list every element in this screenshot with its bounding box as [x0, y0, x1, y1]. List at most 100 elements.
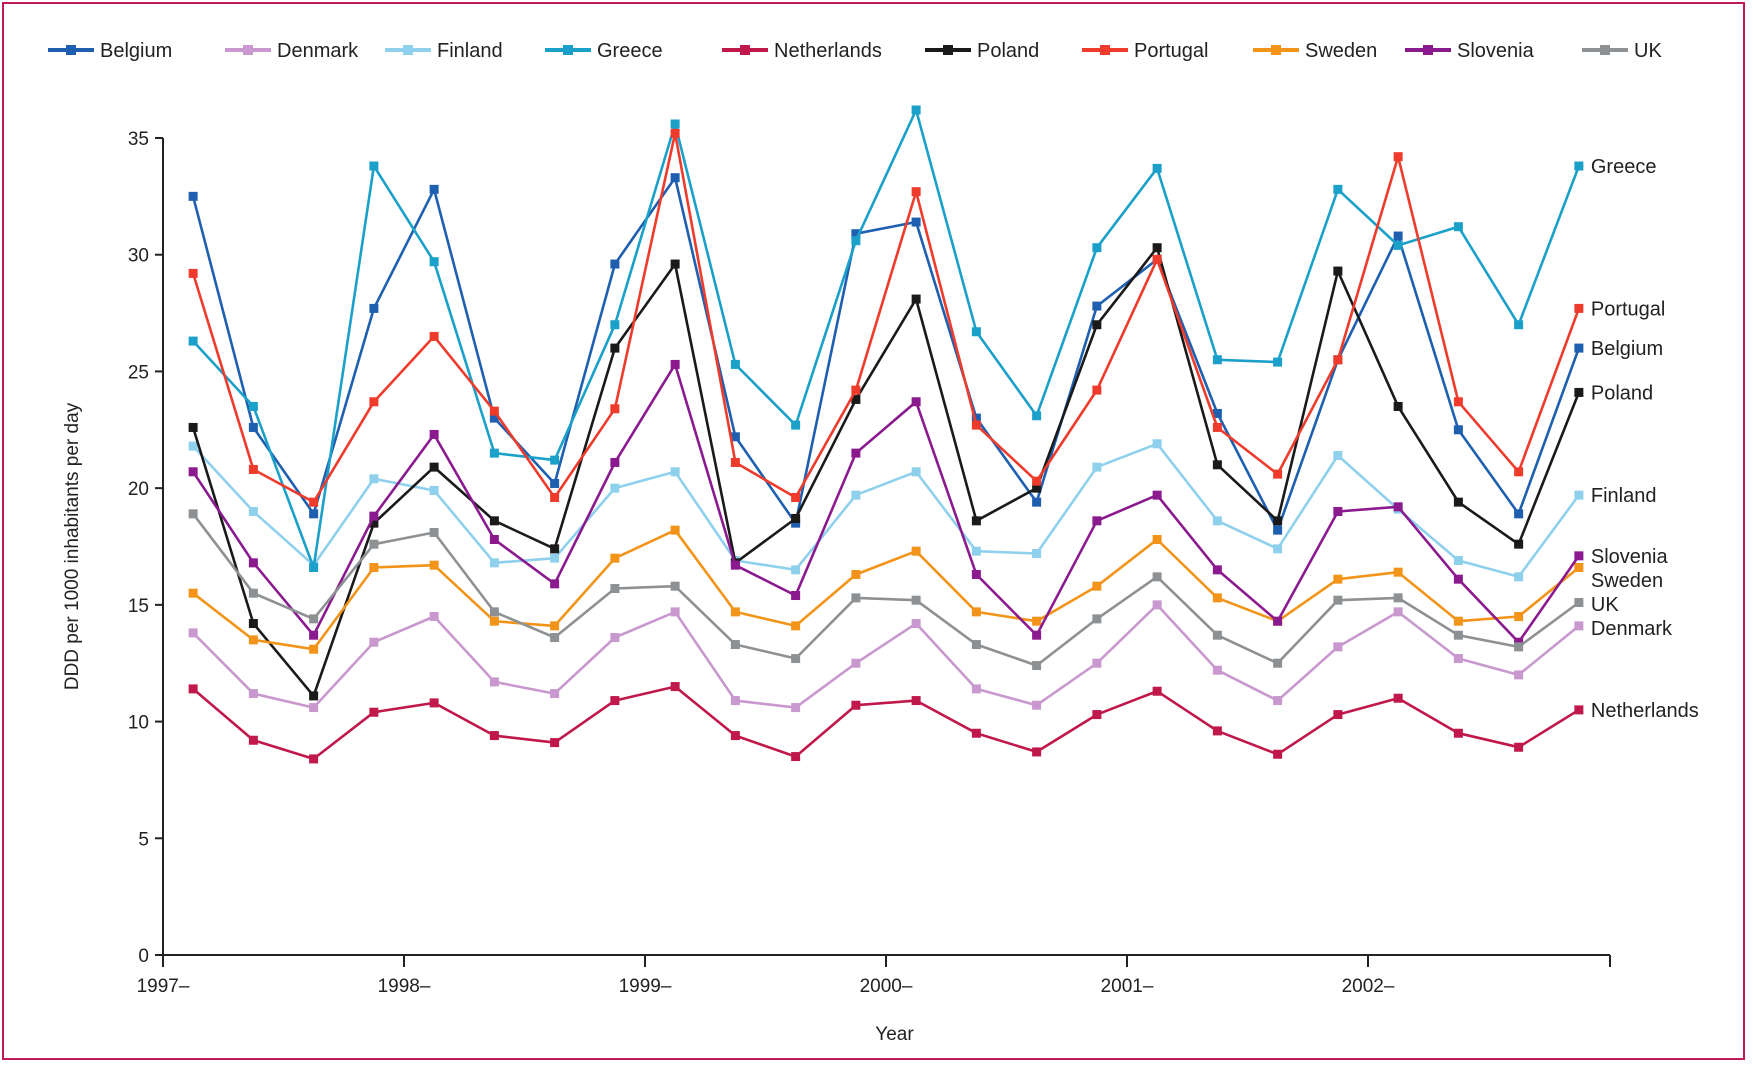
data-point — [248, 464, 258, 474]
data-point — [1514, 320, 1524, 330]
data-point — [610, 343, 620, 353]
data-point — [1032, 661, 1042, 671]
end-label-portugal: Portugal — [1591, 298, 1666, 320]
x-ticks: 1997– 1998– 1999– 2000– 2001– 2002– — [137, 955, 1611, 997]
data-point — [248, 401, 258, 411]
end-label-uk: UK — [1591, 594, 1619, 616]
data-point — [489, 607, 499, 617]
data-point — [971, 546, 981, 556]
data-point — [309, 644, 319, 654]
data-point — [610, 696, 620, 706]
end-label-denmark: Denmark — [1591, 618, 1673, 640]
x-tick-label: 2002– — [1342, 976, 1395, 997]
data-point — [1273, 749, 1283, 759]
data-point — [309, 614, 319, 624]
data-point — [550, 455, 560, 465]
data-point — [730, 640, 740, 650]
data-point — [670, 128, 680, 138]
series-sweden — [188, 525, 1584, 654]
data-point — [1092, 581, 1102, 591]
axes: 0 5 10 15 20 25 30 35 1997– 1998– 1999– 2000– 2001–… — [62, 129, 1611, 1045]
data-point — [911, 467, 921, 477]
data-point — [188, 588, 198, 598]
data-point — [1333, 506, 1343, 516]
data-point — [911, 595, 921, 605]
series-line — [192, 528, 1580, 651]
data-point — [188, 441, 198, 451]
data-point — [791, 752, 801, 762]
data-point — [1212, 460, 1222, 470]
data-point — [1453, 497, 1463, 507]
legend-item-belgium: Belgium — [48, 40, 172, 62]
data-point — [610, 259, 620, 269]
series-netherlands — [188, 682, 1584, 764]
data-point — [851, 229, 861, 239]
data-point — [971, 570, 981, 580]
series-slovenia — [188, 359, 1584, 647]
legend-swatch-marker — [1600, 45, 1610, 55]
legend-label: Portugal — [1134, 40, 1209, 62]
data-point — [1514, 742, 1524, 752]
data-point — [730, 457, 740, 467]
data-point — [1453, 425, 1463, 435]
data-point — [670, 525, 680, 535]
end-labels: Greece Portugal Belgium Poland Finland Sloven… — [1591, 156, 1699, 722]
data-point — [1092, 301, 1102, 311]
data-point — [309, 703, 319, 713]
data-point — [911, 546, 921, 556]
data-point — [1574, 343, 1584, 353]
series-line — [191, 132, 1581, 504]
y-tick-label: 20 — [128, 479, 149, 500]
data-point — [369, 518, 379, 528]
data-point — [1032, 747, 1042, 757]
data-point — [1273, 469, 1283, 479]
data-point — [1092, 516, 1102, 526]
data-point — [670, 259, 680, 269]
data-point — [1453, 630, 1463, 640]
data-point — [1092, 710, 1102, 720]
data-point — [730, 607, 740, 617]
data-point — [489, 406, 499, 416]
data-point — [309, 630, 319, 640]
data-point — [911, 294, 921, 304]
legend-label: Poland — [977, 40, 1039, 62]
data-point — [1453, 574, 1463, 584]
data-point — [1574, 598, 1584, 608]
data-point — [1032, 616, 1042, 626]
legend-item-uk: UK — [1582, 40, 1662, 62]
data-point — [1212, 665, 1222, 675]
data-point — [1514, 467, 1524, 477]
data-point — [1574, 551, 1584, 561]
data-point — [550, 689, 560, 699]
data-point — [1212, 726, 1222, 736]
data-point — [309, 754, 319, 764]
data-point — [550, 492, 560, 502]
data-point — [429, 612, 439, 622]
data-point — [489, 677, 499, 687]
legend-item-denmark: Denmark — [225, 40, 359, 62]
legend: Belgium Denmark Finland Greece Netherlands Po… — [48, 40, 1662, 62]
data-point — [1333, 710, 1343, 720]
legend-label: Slovenia — [1457, 40, 1535, 62]
data-point — [610, 404, 620, 414]
data-point — [610, 584, 620, 594]
data-point — [1152, 686, 1162, 696]
legend-swatch-marker — [243, 45, 253, 55]
legend-item-greece: Greece — [545, 40, 663, 62]
data-point — [730, 696, 740, 706]
data-point — [791, 591, 801, 601]
data-point — [369, 707, 379, 717]
series-line — [192, 513, 1580, 667]
data-point — [670, 581, 680, 591]
data-point — [188, 336, 198, 346]
data-point — [1273, 696, 1283, 706]
data-point — [670, 119, 680, 129]
data-point — [971, 516, 981, 526]
data-point — [188, 191, 198, 201]
data-point — [971, 684, 981, 694]
data-point — [1032, 483, 1042, 493]
data-point — [1212, 593, 1222, 603]
legend-swatch-marker — [403, 45, 413, 55]
data-point — [1514, 509, 1524, 519]
